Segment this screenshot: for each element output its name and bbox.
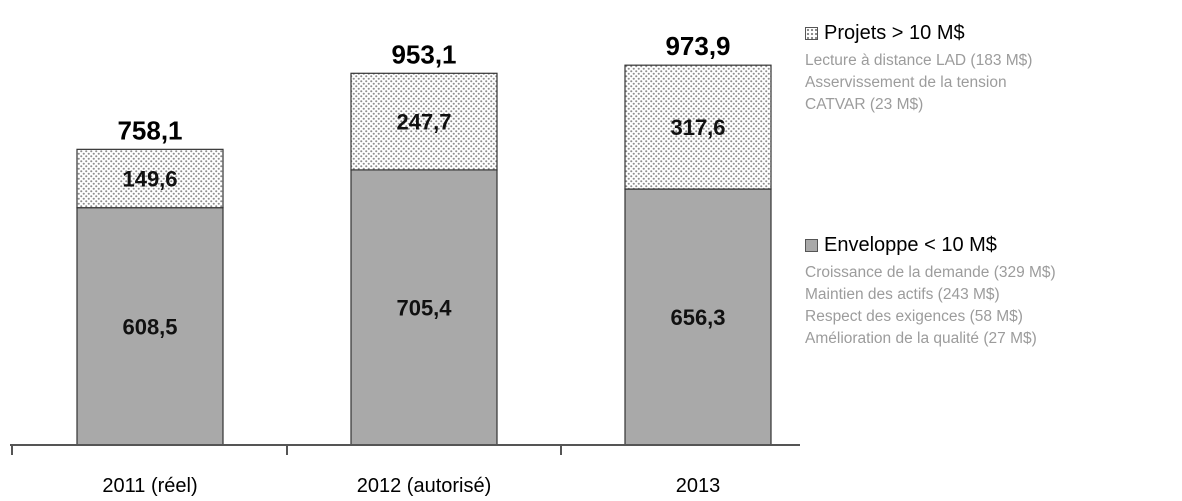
legend-title-enveloppe: Enveloppe < 10 M$ [805, 234, 1175, 257]
bar-projets [624, 64, 772, 190]
data-label-projets: 149,6 [122, 167, 177, 192]
data-label-enveloppe: 656,3 [670, 305, 725, 330]
legend-item: Maintien des actifs (243 M$) [805, 286, 1000, 303]
legend-projets: Projets > 10 M$ Lecture à distance LAD (… [805, 22, 1175, 116]
category-label: 2011 (réel) [102, 475, 197, 497]
bar-enveloppe [76, 207, 224, 446]
data-label-enveloppe: 705,4 [396, 295, 452, 320]
legend-enveloppe: Enveloppe < 10 M$ Croissance de la deman… [805, 234, 1175, 350]
legend-item: Amélioration de la qualité (27 M$) [805, 330, 1037, 347]
legend-item: CATVAR (23 M$) [805, 96, 924, 113]
category-label: 2013 [676, 475, 721, 497]
legend-item: Lecture à distance LAD (183 M$) [805, 52, 1033, 69]
data-label-enveloppe: 608,5 [122, 314, 177, 339]
total-label: 973,9 [665, 31, 730, 61]
data-label-projets: 247,7 [396, 110, 451, 135]
legend-title-projets: Projets > 10 M$ [805, 22, 1175, 45]
dotted-square-icon [805, 27, 818, 40]
bar-enveloppe [624, 188, 772, 446]
legend-item: Croissance de la demande (329 M$) [805, 264, 1056, 281]
legend-title-enveloppe-text: Enveloppe < 10 M$ [824, 234, 997, 256]
bar-projets [76, 148, 224, 209]
stacked-bar-chart: 608,5 149,6 758,1 2011 (réel) 705,4 247,7 953,… [10, 31, 800, 497]
legend-item: Asservissement de la tension [805, 74, 1007, 91]
legend-item: Respect des exigences (58 M$) [805, 308, 1023, 325]
data-label-projets: 317,6 [670, 115, 725, 140]
total-label: 758,1 [117, 115, 182, 145]
gray-square-icon [805, 239, 818, 252]
category-label: 2012 (autorisé) [357, 475, 492, 497]
total-label: 953,1 [391, 39, 456, 69]
legend-title-projets-text: Projets > 10 M$ [824, 22, 965, 44]
bar-projets [350, 72, 498, 171]
